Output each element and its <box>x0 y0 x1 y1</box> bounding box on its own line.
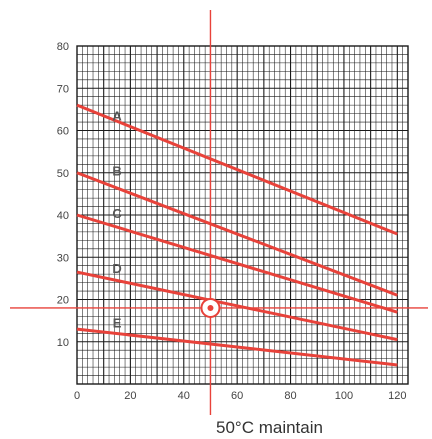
x-tick-label: 120 <box>388 390 406 402</box>
series-line-e <box>76 327 398 367</box>
series-label-a: A <box>112 109 122 124</box>
x-tick-label: 60 <box>231 390 243 402</box>
series-line-c <box>76 213 398 314</box>
x-tick-label: 0 <box>74 390 80 402</box>
y-tick-label: 60 <box>57 126 69 138</box>
x-tick-label: 20 <box>124 390 136 402</box>
series-line-b <box>76 171 398 297</box>
y-tick-label: 80 <box>57 41 69 53</box>
series-label-c: C <box>112 206 122 221</box>
y-tick-label: 40 <box>57 210 69 222</box>
series-line-d <box>76 270 398 342</box>
y-tick-label: 50 <box>57 168 69 180</box>
series-label-e: E <box>113 316 122 331</box>
y-tick-label: 10 <box>57 337 69 349</box>
reference-crosshair <box>10 10 428 415</box>
y-tick-label: 30 <box>57 252 69 264</box>
series-lines <box>76 103 398 367</box>
x-tick-label: 40 <box>178 390 190 402</box>
series-labels: A B C D E <box>112 109 122 331</box>
x-tick-label: 100 <box>335 390 353 402</box>
annotation-caption: 50°C maintain <box>216 418 323 437</box>
series-label-b: B <box>112 164 121 179</box>
series-line-a <box>76 103 398 236</box>
y-tick-label: 20 <box>57 295 69 307</box>
series-label-d: D <box>112 261 121 276</box>
y-tick-label: 70 <box>57 83 69 95</box>
reference-marker-dot <box>207 304 214 311</box>
x-tick-label: 80 <box>284 390 296 402</box>
tick-labels: 0 20 40 60 80 100 120 10 20 30 40 50 60 70 80 <box>57 41 407 402</box>
